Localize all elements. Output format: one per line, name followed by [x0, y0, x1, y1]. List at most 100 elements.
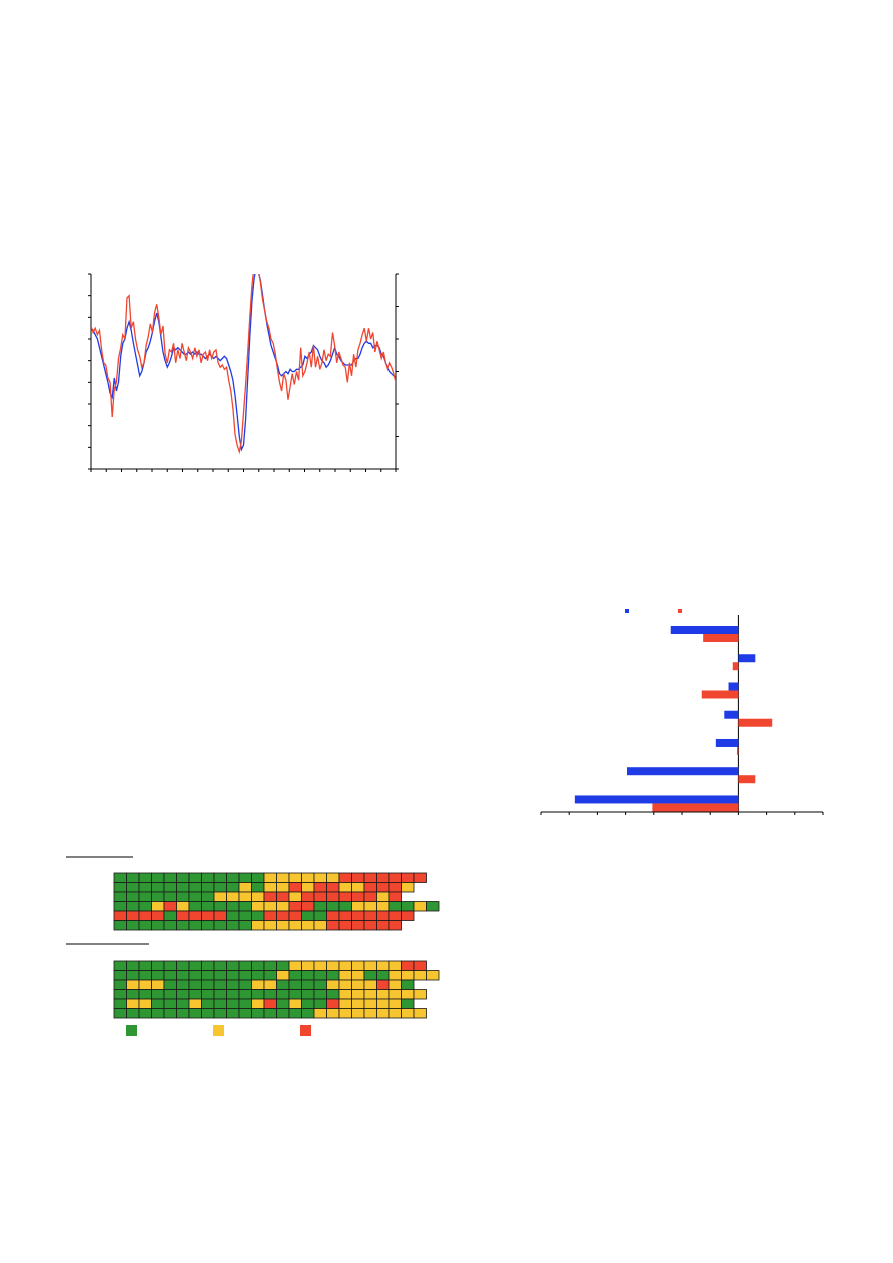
heatmap-cell	[126, 872, 140, 883]
heatmap-cell	[426, 901, 440, 912]
heatmap-cell	[201, 872, 215, 883]
heatmap-cell	[326, 901, 340, 912]
blue-bar	[574, 795, 739, 804]
heatmap-cell	[288, 989, 302, 1000]
heatmap-cell	[301, 920, 315, 931]
heatmap-cell	[176, 882, 190, 893]
heatmap-cell	[301, 998, 315, 1009]
heatmap-cell	[288, 960, 302, 971]
heatmap-cell	[138, 882, 152, 893]
heatmap-cell	[151, 872, 165, 883]
heatmap-cell	[376, 882, 390, 893]
heatmap-cell	[363, 1008, 377, 1019]
heatmap-cell	[426, 970, 440, 981]
heatmap-cell	[376, 1008, 390, 1019]
heatmap-cell	[363, 891, 377, 902]
heatmap-cell	[176, 970, 190, 981]
heatmap-cell	[313, 989, 327, 1000]
heatmap-cell	[126, 960, 140, 971]
heatmap-cell	[401, 989, 415, 1000]
heatmap-cell	[113, 960, 127, 971]
heatmap-cell	[363, 910, 377, 921]
heatmap-cell	[226, 910, 240, 921]
heatmap-cell	[163, 920, 177, 931]
heatmap-cell	[238, 979, 252, 990]
legend-swatch-red	[678, 609, 682, 613]
heatmap-cell	[263, 960, 277, 971]
red-series-line	[91, 274, 396, 455]
red-bar	[738, 775, 756, 784]
heatmap-cell	[326, 891, 340, 902]
heatmap-cell	[363, 998, 377, 1009]
heatmap-cell	[138, 960, 152, 971]
heatmap-cell	[201, 979, 215, 990]
heatmap-cell	[263, 998, 277, 1009]
heatmap-cell	[176, 872, 190, 883]
heatmap-cell	[313, 920, 327, 931]
heatmap-cell	[126, 989, 140, 1000]
heatmap-cell	[176, 920, 190, 931]
heatmap-cell	[226, 882, 240, 893]
heatmap-cell	[276, 1008, 290, 1019]
heatmap-cell	[226, 920, 240, 931]
heatmap-cell	[138, 1008, 152, 1019]
heatmap-cell	[276, 882, 290, 893]
heatmap-cell	[276, 901, 290, 912]
red-bar	[736, 746, 739, 755]
heatmap-cell	[238, 970, 252, 981]
heatmap-cell	[263, 979, 277, 990]
heatmap-cell	[163, 1008, 177, 1019]
heatmap-cell	[326, 920, 340, 931]
heatmap-cell	[338, 901, 352, 912]
heatmap-cell	[313, 970, 327, 981]
heatmap-cell	[276, 979, 290, 990]
heatmap-cell	[251, 998, 265, 1009]
heatmap-cell	[301, 882, 315, 893]
heatmap-cell	[288, 1008, 302, 1019]
heatmap-cell	[401, 901, 415, 912]
heatmap-cell	[226, 901, 240, 912]
heatmap-cell	[213, 882, 227, 893]
heatmap-cell	[238, 872, 252, 883]
horizontal-bar-chart	[540, 609, 824, 815]
heatmap-cell	[313, 979, 327, 990]
heatmap-cell	[351, 1008, 365, 1019]
heatmap-cell	[201, 901, 215, 912]
heatmap-cell	[126, 910, 140, 921]
heatmap-cell	[351, 901, 365, 912]
heatmap-cell	[201, 882, 215, 893]
heatmap-cell	[338, 970, 352, 981]
heatmap-cell	[151, 960, 165, 971]
heatmap-cell	[213, 1008, 227, 1019]
heatmap-cell	[338, 872, 352, 883]
heatmap-cell	[313, 1008, 327, 1019]
heatmap-cell	[138, 891, 152, 902]
heatmap-cell	[301, 960, 315, 971]
heatmap-grid	[66, 856, 440, 1036]
heatmap-cell	[251, 901, 265, 912]
heatmap-cell	[151, 1008, 165, 1019]
heatmap-cell	[138, 920, 152, 931]
heatmap-cell	[388, 1008, 402, 1019]
heatmap-cell	[113, 891, 127, 902]
heatmap-cell	[163, 891, 177, 902]
heatmap-cell	[276, 960, 290, 971]
heatmap-cell	[163, 970, 177, 981]
heatmap-cell	[113, 882, 127, 893]
heatmap-cell	[401, 998, 415, 1009]
heatmap-cell	[176, 960, 190, 971]
heatmap-cell	[138, 998, 152, 1009]
heatmap-cell	[238, 882, 252, 893]
heatmap-cell	[188, 998, 202, 1009]
heatmap-cell	[138, 970, 152, 981]
heatmap-cell	[301, 891, 315, 902]
heatmap-cell	[263, 891, 277, 902]
heatmap-cell	[201, 910, 215, 921]
heatmap-cell	[351, 891, 365, 902]
heatmap-cell	[388, 901, 402, 912]
legend-swatch-yellow	[213, 1025, 224, 1036]
heatmap-cell	[188, 910, 202, 921]
heatmap-cell	[251, 891, 265, 902]
heatmap-cell	[151, 910, 165, 921]
heatmap-cell	[401, 979, 415, 990]
